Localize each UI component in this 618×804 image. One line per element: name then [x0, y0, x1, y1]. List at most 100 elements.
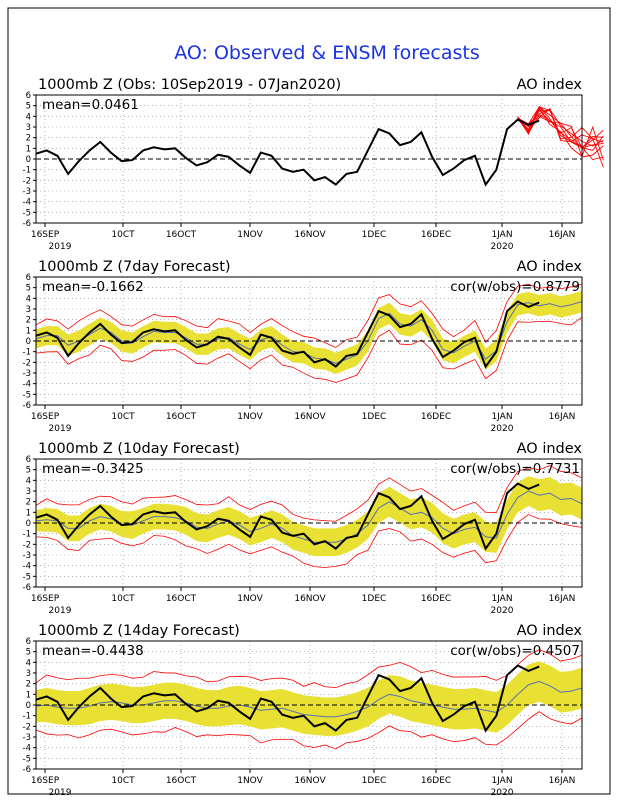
y-tick-label: 1 — [26, 508, 31, 518]
spread-band — [36, 290, 582, 375]
y-tick-label: 6 — [26, 91, 31, 101]
y-tick-label: 3 — [26, 123, 31, 133]
panel-title: 1000mb Z (10day Forecast) — [38, 441, 240, 457]
y-tick-label: 1 — [26, 144, 31, 154]
mean-text: mean=-0.1662 — [42, 279, 144, 295]
panel-right-title: AO index — [517, 77, 583, 93]
y-tick-label: -3 — [23, 551, 31, 561]
y-tick-label: 6 — [26, 637, 31, 647]
panel-2: 1000mb Z (7day Forecast) AO index6543210-… — [23, 259, 583, 434]
y-tick-label: 1 — [26, 690, 31, 700]
y-tick-label: -6 — [23, 219, 31, 229]
spread-band — [36, 476, 582, 557]
y-tick-label: 2 — [26, 134, 31, 144]
x-tick-label: 16OCT — [166, 230, 197, 240]
x-tick-label: 16JAN — [549, 412, 576, 422]
y-tick-label: 5 — [26, 102, 31, 112]
y-tick-label: -6 — [23, 583, 31, 593]
x-year-label: 2019 — [49, 424, 72, 434]
ensemble-extreme-lower — [35, 514, 583, 568]
ensemble-member — [517, 107, 604, 161]
y-tick-label: 3 — [26, 669, 31, 679]
x-year-label: 2020 — [491, 242, 514, 252]
x-tick-label: 16DEC — [421, 776, 451, 786]
x-year-label: 2020 — [491, 424, 514, 434]
y-tick-label: 0 — [26, 701, 31, 711]
panel-title: 1000mb Z (Obs: 10Sep2019 - 07Jan2020) — [38, 77, 341, 93]
panel-1: 1000mb Z (Obs: 10Sep2019 - 07Jan2020) AO … — [23, 77, 604, 252]
y-tick-label: 2 — [26, 316, 31, 326]
y-tick-label: 4 — [26, 112, 31, 122]
y-tick-label: -1 — [23, 712, 31, 722]
x-tick-label: 16NOV — [294, 412, 326, 422]
x-tick-label: 10CT — [111, 776, 135, 786]
ensemble-extreme-upper — [35, 649, 583, 689]
y-tick-label: 0 — [26, 337, 31, 347]
y-tick-label: -3 — [23, 369, 31, 379]
x-tick-label: 1JAN — [491, 412, 512, 422]
y-tick-label: -5 — [23, 572, 31, 582]
x-year-label: 2019 — [49, 788, 72, 798]
x-tick-label: 1JAN — [491, 594, 512, 604]
x-tick-label: 1DEC — [362, 230, 387, 240]
x-tick-label: 1JAN — [491, 776, 512, 786]
x-tick-label: 1NOV — [237, 230, 263, 240]
panel-title: 1000mb Z (14day Forecast) — [38, 623, 240, 639]
figure-title: AO: Observed & ENSM forecasts — [174, 42, 479, 64]
y-tick-label: 1 — [26, 326, 31, 336]
panel-right-title: AO index — [517, 623, 583, 639]
ensemble-mean-line — [35, 681, 583, 718]
x-tick-label: 10CT — [111, 230, 135, 240]
x-year-label: 2020 — [491, 606, 514, 616]
y-tick-label: -5 — [23, 754, 31, 764]
x-tick-label: 16JAN — [549, 230, 576, 240]
ensemble-member — [517, 108, 604, 147]
x-tick-label: 10CT — [111, 594, 135, 604]
y-tick-label: -5 — [23, 390, 31, 400]
ensemble-extreme-lower — [35, 711, 583, 750]
x-tick-label: 16DEC — [421, 412, 451, 422]
y-tick-label: -4 — [23, 380, 31, 390]
x-tick-label: 16SEP — [31, 230, 60, 240]
y-tick-label: 6 — [26, 455, 31, 465]
y-tick-label: -1 — [23, 166, 31, 176]
panel-right-title: AO index — [517, 441, 583, 457]
x-tick-label: 1DEC — [362, 776, 387, 786]
x-tick-label: 1NOV — [237, 776, 263, 786]
x-tick-label: 16SEP — [31, 412, 60, 422]
x-tick-label: 1NOV — [237, 412, 263, 422]
mean-text: mean=-0.3425 — [42, 461, 144, 477]
observed-line — [35, 664, 540, 733]
panel-4: 1000mb Z (14day Forecast) AO index6543210… — [23, 623, 583, 798]
ensemble-extreme-upper — [35, 283, 583, 348]
y-tick-label: -2 — [23, 176, 31, 186]
x-year-label: 2019 — [49, 606, 72, 616]
y-tick-label: 3 — [26, 305, 31, 315]
y-tick-label: 2 — [26, 498, 31, 508]
x-tick-label: 16NOV — [294, 776, 326, 786]
y-tick-label: -6 — [23, 765, 31, 775]
x-tick-label: 16NOV — [294, 594, 326, 604]
x-tick-label: 16JAN — [549, 776, 576, 786]
x-year-label: 2020 — [491, 788, 514, 798]
x-tick-label: 1NOV — [237, 594, 263, 604]
y-tick-label: 5 — [26, 284, 31, 294]
y-tick-label: -2 — [23, 722, 31, 732]
x-tick-label: 16SEP — [31, 594, 60, 604]
y-tick-label: 0 — [26, 155, 31, 165]
y-tick-label: -1 — [23, 530, 31, 540]
observed-line — [35, 300, 540, 369]
x-tick-label: 16DEC — [421, 594, 451, 604]
ensemble-member — [517, 106, 604, 143]
x-tick-label: 16DEC — [421, 230, 451, 240]
mean-text: mean=-0.4438 — [42, 643, 144, 659]
panel-3: 1000mb Z (10day Forecast) AO index6543210… — [23, 441, 583, 616]
x-tick-label: 16OCT — [166, 412, 197, 422]
ensemble-extreme-lower — [35, 316, 583, 383]
y-tick-label: 5 — [26, 648, 31, 658]
mean-text: mean=0.0461 — [42, 97, 139, 113]
x-tick-label: 16SEP — [31, 776, 60, 786]
ensemble-member — [517, 113, 604, 149]
x-tick-label: 1DEC — [362, 412, 387, 422]
